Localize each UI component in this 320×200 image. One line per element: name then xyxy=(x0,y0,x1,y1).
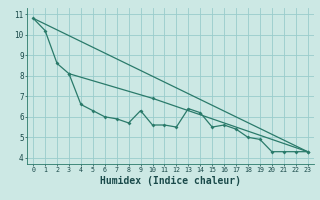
X-axis label: Humidex (Indice chaleur): Humidex (Indice chaleur) xyxy=(100,176,241,186)
